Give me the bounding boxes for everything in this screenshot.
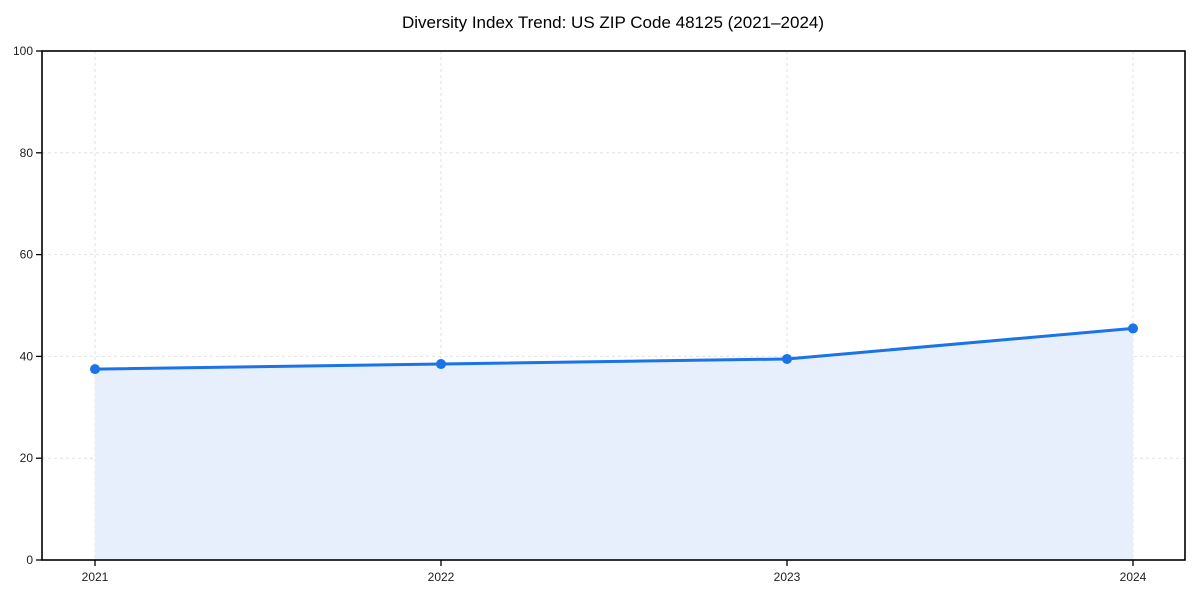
x-tick-label: 2021 (82, 570, 109, 584)
y-tick-label: 40 (20, 349, 34, 363)
data-point-2024 (1128, 323, 1138, 334)
area-fill (95, 328, 1133, 560)
x-tick-label: 2022 (428, 570, 455, 584)
trend-line (93, 326, 1135, 371)
plot-frame (41, 50, 1186, 561)
y-tick-label: 0 (26, 553, 33, 567)
y-tick-label: 80 (20, 146, 34, 160)
y-tick-label: 100 (13, 44, 33, 58)
data-point-2023 (782, 353, 792, 364)
chart-title: Diversity Index Trend: US ZIP Code 48125… (402, 13, 824, 32)
data-point-2021 (90, 364, 100, 375)
plot-area: 0 20 40 60 80 100 2021 2022 2023 2024 (13, 44, 1186, 584)
y-tick-label: 60 (20, 248, 34, 262)
x-tick-label: 2024 (1120, 570, 1147, 584)
x-tick-label: 2023 (774, 570, 801, 584)
data-point-2022 (436, 359, 446, 370)
y-tick-label: 20 (20, 451, 34, 465)
